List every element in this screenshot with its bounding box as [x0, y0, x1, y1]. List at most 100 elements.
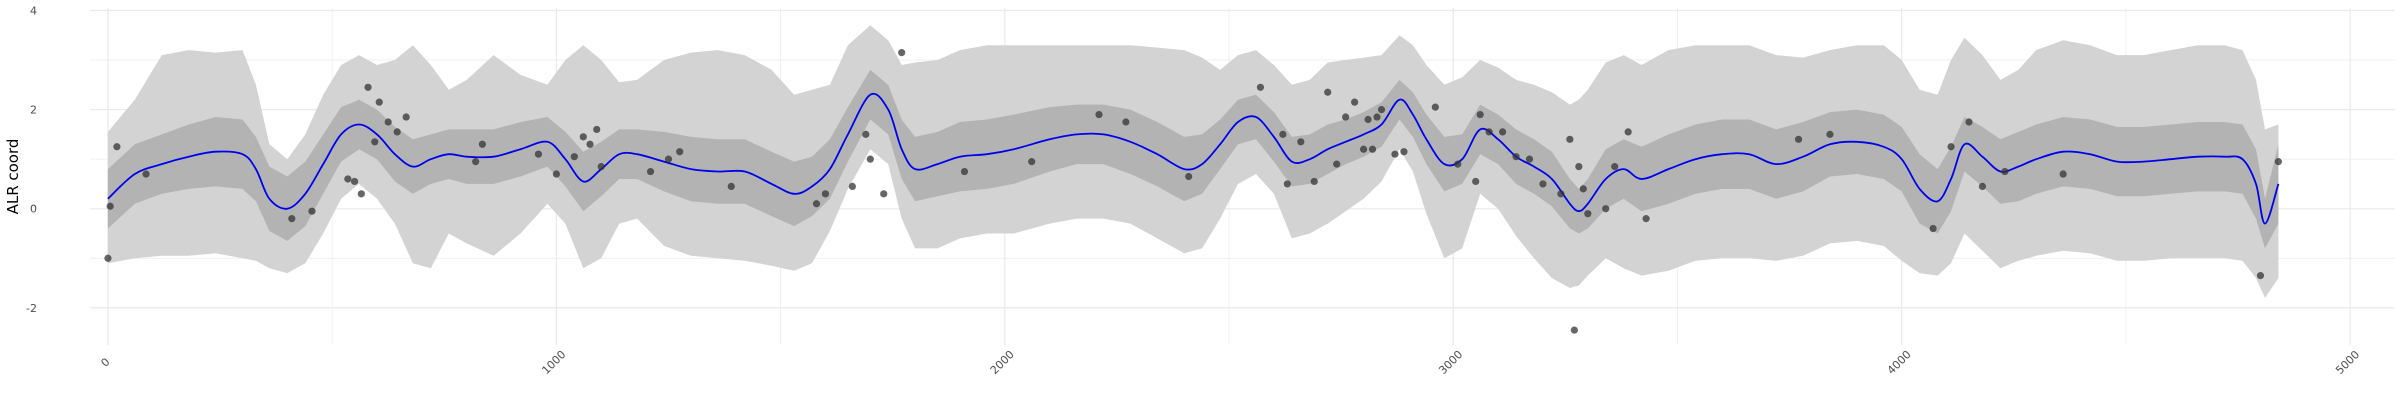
- data-point: [534, 150, 543, 158]
- data-point: [812, 200, 821, 208]
- data-point: [1525, 155, 1534, 163]
- mean-line: [107, 92, 2280, 225]
- data-point: [1575, 162, 1583, 171]
- data-point: [1965, 118, 1973, 126]
- data-point: [727, 182, 735, 191]
- data-point: [579, 133, 587, 141]
- data-point: [1359, 145, 1368, 153]
- data-point: [1485, 128, 1493, 136]
- x-tick-label: 0: [98, 355, 112, 369]
- data-point: [1324, 88, 1332, 96]
- data-point: [1476, 110, 1484, 119]
- y-axis-title: ALR coord: [4, 139, 22, 215]
- data-point: [1584, 210, 1592, 218]
- data-point: [1642, 215, 1650, 223]
- data-point: [1978, 182, 1987, 191]
- data-point: [1185, 172, 1193, 181]
- data-point: [821, 190, 830, 198]
- data-point: [1400, 148, 1408, 156]
- data-point: [960, 167, 969, 176]
- y-tick-label: 2: [30, 104, 37, 117]
- data-point: [402, 113, 410, 121]
- data-point: [898, 49, 906, 57]
- data-point: [1794, 135, 1803, 143]
- x-tick-label: 5000: [2333, 348, 2362, 377]
- data-point: [2274, 158, 2283, 166]
- data-point: [664, 155, 673, 163]
- data-point: [586, 140, 594, 148]
- y-tick-label: -2: [26, 302, 37, 315]
- data-point: [1373, 113, 1381, 121]
- data-point: [375, 98, 383, 106]
- data-point: [2256, 272, 2265, 280]
- x-tick-label: 4000: [1885, 348, 1914, 377]
- data-point: [2001, 167, 2009, 176]
- data-point: [1611, 162, 1619, 171]
- x-tick-label: 1000: [539, 348, 568, 377]
- data-point: [597, 162, 605, 171]
- data-point: [880, 190, 888, 198]
- data-point: [472, 158, 480, 166]
- data-point: [106, 202, 114, 210]
- data-point: [364, 83, 372, 91]
- data-point: [1557, 190, 1565, 198]
- x-axis-tick-labels: 0 1000 2000 3000 4000 5000: [98, 348, 2362, 377]
- data-point: [1028, 158, 1036, 166]
- data-point: [1377, 105, 1386, 114]
- data-point: [1826, 130, 1834, 138]
- data-point: [1095, 110, 1103, 119]
- data-point: [393, 128, 401, 136]
- data-point: [1256, 83, 1265, 91]
- data-point: [646, 167, 655, 176]
- data-point: [1602, 205, 1610, 213]
- data-point: [288, 215, 296, 223]
- data-point: [1539, 180, 1547, 188]
- inner-credible-band: [107, 69, 2279, 249]
- data-point: [1364, 115, 1372, 124]
- data-point: [1333, 160, 1341, 168]
- y-tick-label: 0: [30, 203, 37, 216]
- data-point: [1351, 98, 1359, 106]
- data-point: [1122, 118, 1130, 126]
- data-point: [1579, 185, 1587, 193]
- data-point: [113, 143, 121, 151]
- data-point: [1929, 224, 1937, 233]
- y-axis-tick-labels: -2 0 2 4: [26, 4, 37, 314]
- data-point: [862, 130, 870, 138]
- data-point: [357, 190, 365, 198]
- data-point: [676, 148, 684, 156]
- data-point: [1368, 145, 1377, 153]
- data-point: [570, 153, 578, 161]
- data-point: [384, 118, 392, 126]
- data-point: [1566, 135, 1574, 143]
- data-point: [1570, 326, 1578, 334]
- data-point: [1297, 138, 1305, 146]
- data-point: [1624, 128, 1632, 136]
- observed-points: [104, 49, 2283, 334]
- x-tick-label: 3000: [1436, 348, 1465, 377]
- data-point: [104, 254, 112, 262]
- data-point: [848, 182, 856, 191]
- data-point: [1472, 177, 1480, 186]
- data-point: [1498, 128, 1507, 136]
- data-point: [350, 177, 359, 186]
- data-point: [478, 140, 486, 148]
- data-point: [142, 170, 150, 178]
- data-point: [1391, 150, 1399, 158]
- inner-band-area: [107, 69, 2279, 249]
- data-point: [1454, 160, 1462, 168]
- data-point: [1431, 103, 1439, 111]
- data-point: [1283, 180, 1291, 188]
- data-point: [371, 138, 379, 146]
- data-point: [866, 155, 874, 163]
- data-point: [308, 207, 316, 215]
- data-point: [1512, 153, 1520, 161]
- data-point: [1310, 177, 1318, 186]
- data-point: [593, 125, 601, 134]
- mean-line-path: [107, 92, 2280, 225]
- y-tick-label: 4: [30, 4, 37, 17]
- data-point: [344, 175, 352, 183]
- data-point: [2059, 170, 2067, 178]
- data-point: [1342, 113, 1350, 121]
